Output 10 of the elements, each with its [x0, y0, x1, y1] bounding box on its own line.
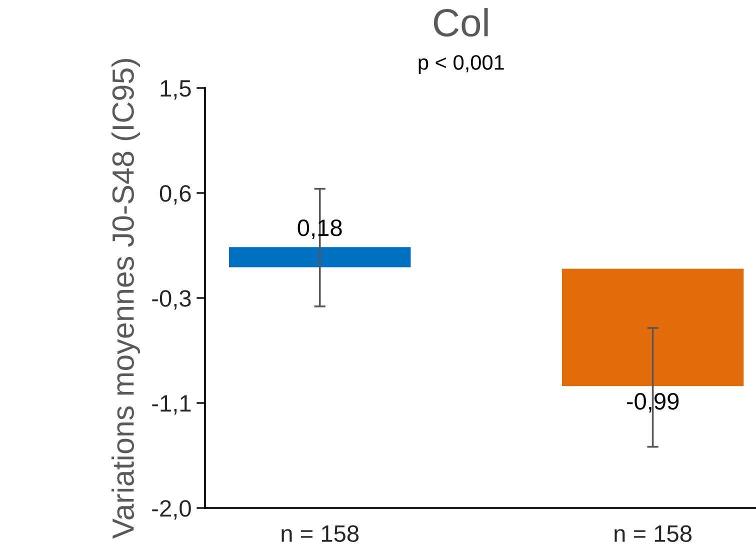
x-tick-label: n = 158 [614, 525, 692, 542]
x-tick-label: n = 158 [282, 525, 359, 542]
y-axis-title: Variations moyennes J0-S48 (IC95) [112, 58, 140, 539]
y-tick-label: -1,1 [152, 395, 191, 415]
chart-subtitle: p < 0,001 [418, 55, 504, 74]
y-tick-label: 0,6 [160, 185, 191, 205]
chart-title: Col [434, 8, 488, 37]
y-tick-label: -0,3 [152, 290, 191, 310]
y-tick-label: -2,0 [152, 500, 191, 520]
y-tick-label: 1,5 [160, 80, 191, 100]
